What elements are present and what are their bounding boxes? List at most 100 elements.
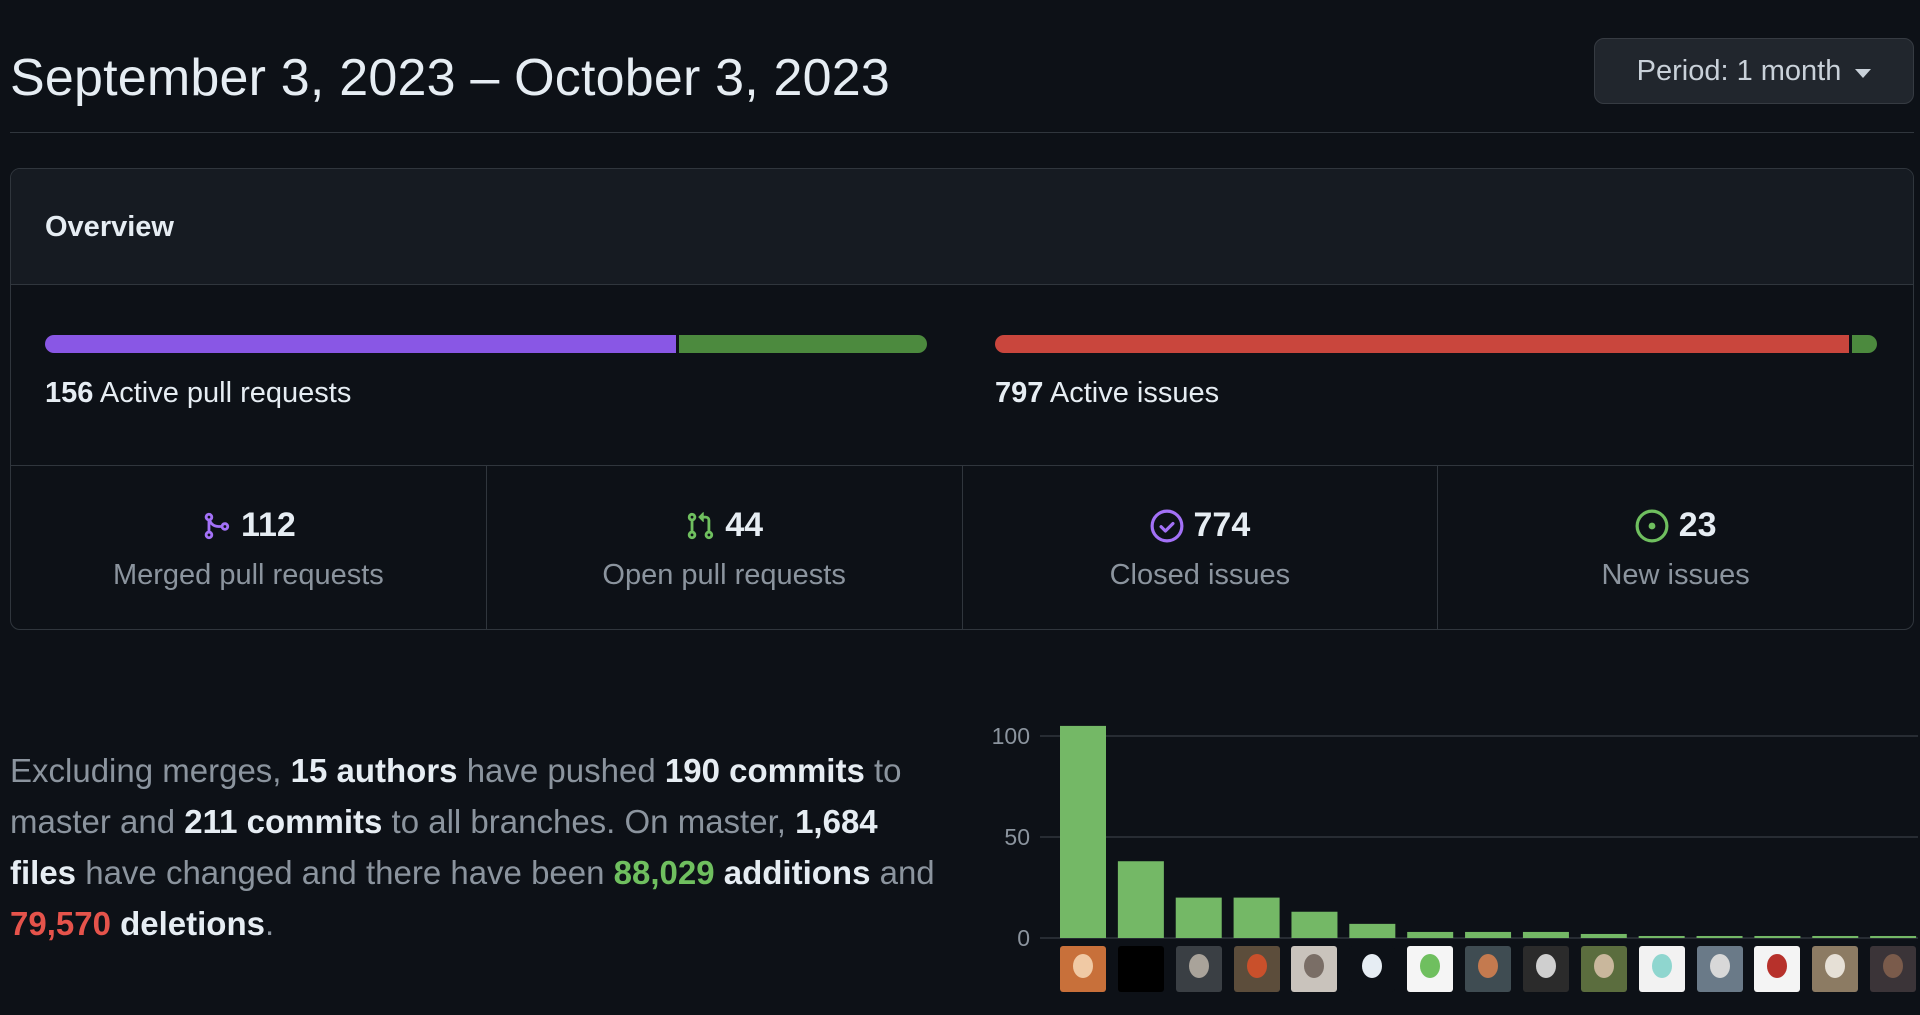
merged-pr-label: Merged pull requests [112, 559, 384, 591]
summary-text: . [264, 905, 275, 942]
commit-bar[interactable] [1465, 931, 1512, 938]
commit-bar[interactable] [1812, 935, 1859, 938]
issue-closed-icon [1150, 509, 1184, 543]
summary-text: to master and [10, 752, 902, 840]
active-issues-label: Active issues [1049, 377, 1220, 409]
author-avatar[interactable] [1870, 946, 1917, 992]
commit-bar[interactable] [1349, 923, 1396, 938]
overview-bars: 156 Active pull requests 797 Active issu… [11, 285, 1913, 466]
page-header: September 3, 2023 – October 3, 2023 Peri… [10, 0, 1914, 133]
active-issues-caption[interactable]: 797 Active issues [995, 377, 1219, 410]
commit-summary: Excluding merges, 15 authors have pushed… [10, 745, 940, 949]
merged-pr-segment [45, 335, 676, 353]
avatar-face [1478, 954, 1499, 978]
author-avatar[interactable] [1291, 946, 1338, 992]
summary-text: have changed and there have been [76, 854, 614, 891]
author-avatar[interactable] [1580, 946, 1627, 992]
new-issues-label: New issues [1601, 559, 1750, 591]
commits-by-author-chart: 100 50 0 [960, 710, 1920, 1015]
avatar-face [1883, 954, 1904, 978]
period-label: Period: 1 month [1636, 54, 1842, 87]
avatar-face [1188, 954, 1209, 978]
y-tick-label: 50 [1004, 824, 1030, 850]
avatar-face [1535, 954, 1556, 978]
overview-stats: 112 Merged pull requests 44 Open pull re… [11, 466, 1913, 629]
avatar-face [1709, 954, 1730, 978]
open-pr-label: Open pull requests [602, 559, 846, 591]
commit-bar[interactable] [1696, 935, 1743, 938]
commit-bar[interactable] [1291, 911, 1338, 938]
active-issues-count: 797 [995, 377, 1044, 409]
files-changed-count: 1,684 files [10, 803, 878, 891]
commit-bar[interactable] [1522, 931, 1569, 938]
date-range-title: September 3, 2023 – October 3, 2023 [10, 49, 891, 107]
avatar-face [1246, 954, 1267, 978]
commit-bar[interactable] [1060, 725, 1106, 938]
git-pull-request-icon [685, 510, 715, 542]
author-avatar[interactable] [1696, 946, 1743, 992]
author-avatar[interactable] [1349, 946, 1396, 992]
authors-count: 15 authors [290, 752, 458, 789]
avatar-face [1593, 954, 1614, 978]
author-avatar[interactable] [1233, 946, 1280, 992]
new-issues-value: 23 [1678, 506, 1717, 544]
author-avatar[interactable] [1754, 946, 1801, 992]
commit-bar[interactable] [1870, 935, 1917, 938]
commit-bar[interactable] [1233, 897, 1280, 938]
period-dropdown-button[interactable]: Period: 1 month [1594, 38, 1914, 104]
author-avatar[interactable] [1465, 946, 1512, 992]
avatar-face [1420, 954, 1441, 978]
avatar-face [1304, 954, 1325, 978]
commit-bar[interactable] [1580, 933, 1627, 938]
y-tick-label: 0 [1017, 925, 1030, 951]
author-avatar[interactable] [1407, 946, 1454, 992]
avatar-face [1073, 954, 1093, 978]
stat-merged-pull-requests[interactable]: 112 Merged pull requests [11, 466, 487, 629]
issues-progress-bar[interactable] [995, 335, 1877, 353]
commit-bar[interactable] [1117, 861, 1164, 938]
author-avatar[interactable] [1638, 946, 1685, 992]
all-branches-commits-count: 211 commits [184, 803, 383, 840]
commit-bar[interactable] [1754, 935, 1801, 938]
summary-text: have pushed [457, 752, 665, 789]
avatar-face [1130, 954, 1151, 978]
deletions-word: deletions [120, 905, 265, 942]
new-issues-segment [1852, 335, 1877, 353]
issue-opened-icon [1635, 509, 1669, 543]
stat-closed-issues[interactable]: 774 Closed issues [963, 466, 1439, 629]
caret-down-icon [1855, 68, 1872, 78]
merged-pr-value: 112 [240, 506, 296, 544]
avatar-face [1767, 954, 1788, 978]
active-pull-requests-caption[interactable]: 156 Active pull requests [45, 377, 351, 410]
closed-issues-segment [995, 335, 1849, 353]
git-merge-icon [201, 510, 231, 542]
author-avatar[interactable] [1060, 946, 1106, 992]
commits-bar-chart-svg: 100 50 0 [992, 723, 1918, 951]
active-pr-count: 156 [45, 377, 94, 409]
summary-text: to all branches. On master, [382, 803, 796, 840]
overview-title: Overview [45, 211, 174, 243]
author-avatar[interactable] [1522, 946, 1569, 992]
commit-bar[interactable] [1175, 897, 1222, 938]
author-avatar[interactable] [1117, 946, 1164, 992]
open-pr-segment [679, 335, 927, 353]
pull-requests-progress-bar[interactable] [45, 335, 927, 353]
commit-bar[interactable] [1407, 931, 1454, 938]
avatar-face [1651, 954, 1672, 978]
summary-text: Excluding merges, [10, 752, 291, 789]
author-avatar[interactable] [1175, 946, 1222, 992]
deletions-count: 79,570 [10, 905, 111, 942]
stat-open-pull-requests[interactable]: 44 Open pull requests [487, 466, 963, 629]
closed-issues-value: 774 [1193, 506, 1251, 544]
master-commits-count: 190 commits [664, 752, 865, 789]
active-pr-label: Active pull requests [99, 377, 352, 409]
author-avatar[interactable] [1812, 946, 1859, 992]
commit-bar[interactable] [1638, 935, 1685, 938]
summary-text: and [870, 854, 935, 891]
avatar-face [1825, 954, 1846, 978]
overview-panel: Overview 156 Active pull requests 797 Ac… [10, 168, 1914, 630]
open-pr-value: 44 [725, 506, 764, 544]
stat-new-issues[interactable]: 23 New issues [1438, 466, 1913, 629]
additions-word: additions [723, 854, 871, 891]
overview-header: Overview [11, 169, 1913, 285]
